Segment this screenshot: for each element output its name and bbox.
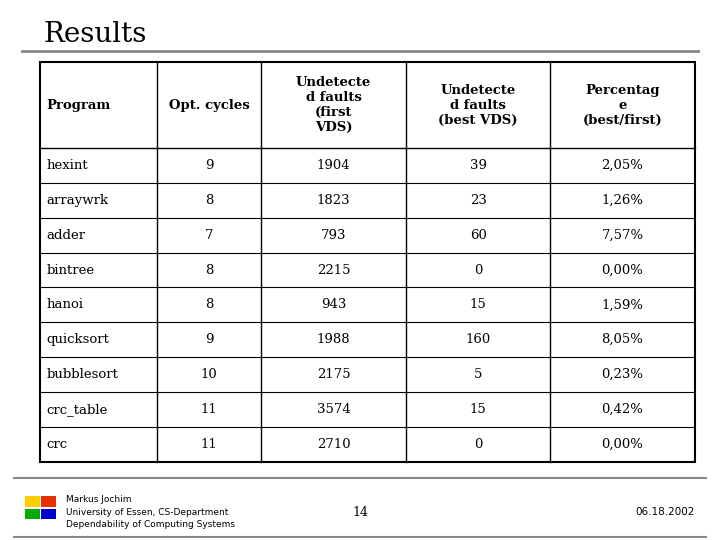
Text: 0: 0 [474,438,482,451]
Text: bintree: bintree [47,264,95,276]
Text: 3574: 3574 [317,403,351,416]
Text: 23: 23 [469,194,487,207]
Text: 160: 160 [465,333,491,346]
Text: Undetecte
d faults
(first
VDS): Undetecte d faults (first VDS) [296,76,372,134]
Text: 1988: 1988 [317,333,351,346]
Text: 0,00%: 0,00% [602,264,644,276]
Text: adder: adder [47,228,86,241]
Text: Program: Program [47,99,111,112]
FancyBboxPatch shape [40,62,695,462]
FancyBboxPatch shape [41,509,55,519]
Text: Markus Jochim
University of Essen, CS-Department
Dependability of Computing Syst: Markus Jochim University of Essen, CS-De… [66,495,235,529]
Text: 7: 7 [205,228,214,241]
Text: 2710: 2710 [317,438,351,451]
Text: hanoi: hanoi [47,299,84,312]
Text: 11: 11 [201,438,217,451]
Text: Undetecte
d faults
(best VDS): Undetecte d faults (best VDS) [438,84,518,126]
Text: bubblesort: bubblesort [47,368,119,381]
Text: 9: 9 [205,159,214,172]
Text: hexint: hexint [47,159,89,172]
FancyBboxPatch shape [25,496,40,507]
Text: 15: 15 [469,299,487,312]
Text: 8: 8 [205,299,213,312]
Text: 7,57%: 7,57% [601,228,644,241]
Text: 0,23%: 0,23% [601,368,644,381]
Text: 39: 39 [469,159,487,172]
Text: crc_table: crc_table [47,403,108,416]
Text: crc: crc [47,438,68,451]
Text: 2,05%: 2,05% [602,159,644,172]
Text: 1,26%: 1,26% [601,194,644,207]
Text: 0,00%: 0,00% [602,438,644,451]
Text: 10: 10 [201,368,217,381]
Text: Results: Results [43,21,147,48]
Text: 8: 8 [205,264,213,276]
Text: 8: 8 [205,194,213,207]
Text: 2215: 2215 [317,264,351,276]
Text: arraywrk: arraywrk [47,194,109,207]
Text: 2175: 2175 [317,368,351,381]
FancyBboxPatch shape [41,496,55,507]
Text: Percentag
e
(best/first): Percentag e (best/first) [582,84,662,126]
Text: 1904: 1904 [317,159,351,172]
Text: 06.18.2002: 06.18.2002 [636,508,695,517]
Text: 943: 943 [321,299,346,312]
Text: 5: 5 [474,368,482,381]
Text: 14: 14 [352,506,368,519]
Text: Opt. cycles: Opt. cycles [169,99,250,112]
Text: 60: 60 [469,228,487,241]
Text: 15: 15 [469,403,487,416]
Text: 9: 9 [205,333,214,346]
Text: 1,59%: 1,59% [601,299,644,312]
Text: 11: 11 [201,403,217,416]
FancyBboxPatch shape [25,509,40,519]
Text: 0,42%: 0,42% [602,403,644,416]
Text: 8,05%: 8,05% [602,333,644,346]
Text: 0: 0 [474,264,482,276]
Text: quicksort: quicksort [47,333,109,346]
Text: 793: 793 [321,228,346,241]
Text: 1823: 1823 [317,194,351,207]
